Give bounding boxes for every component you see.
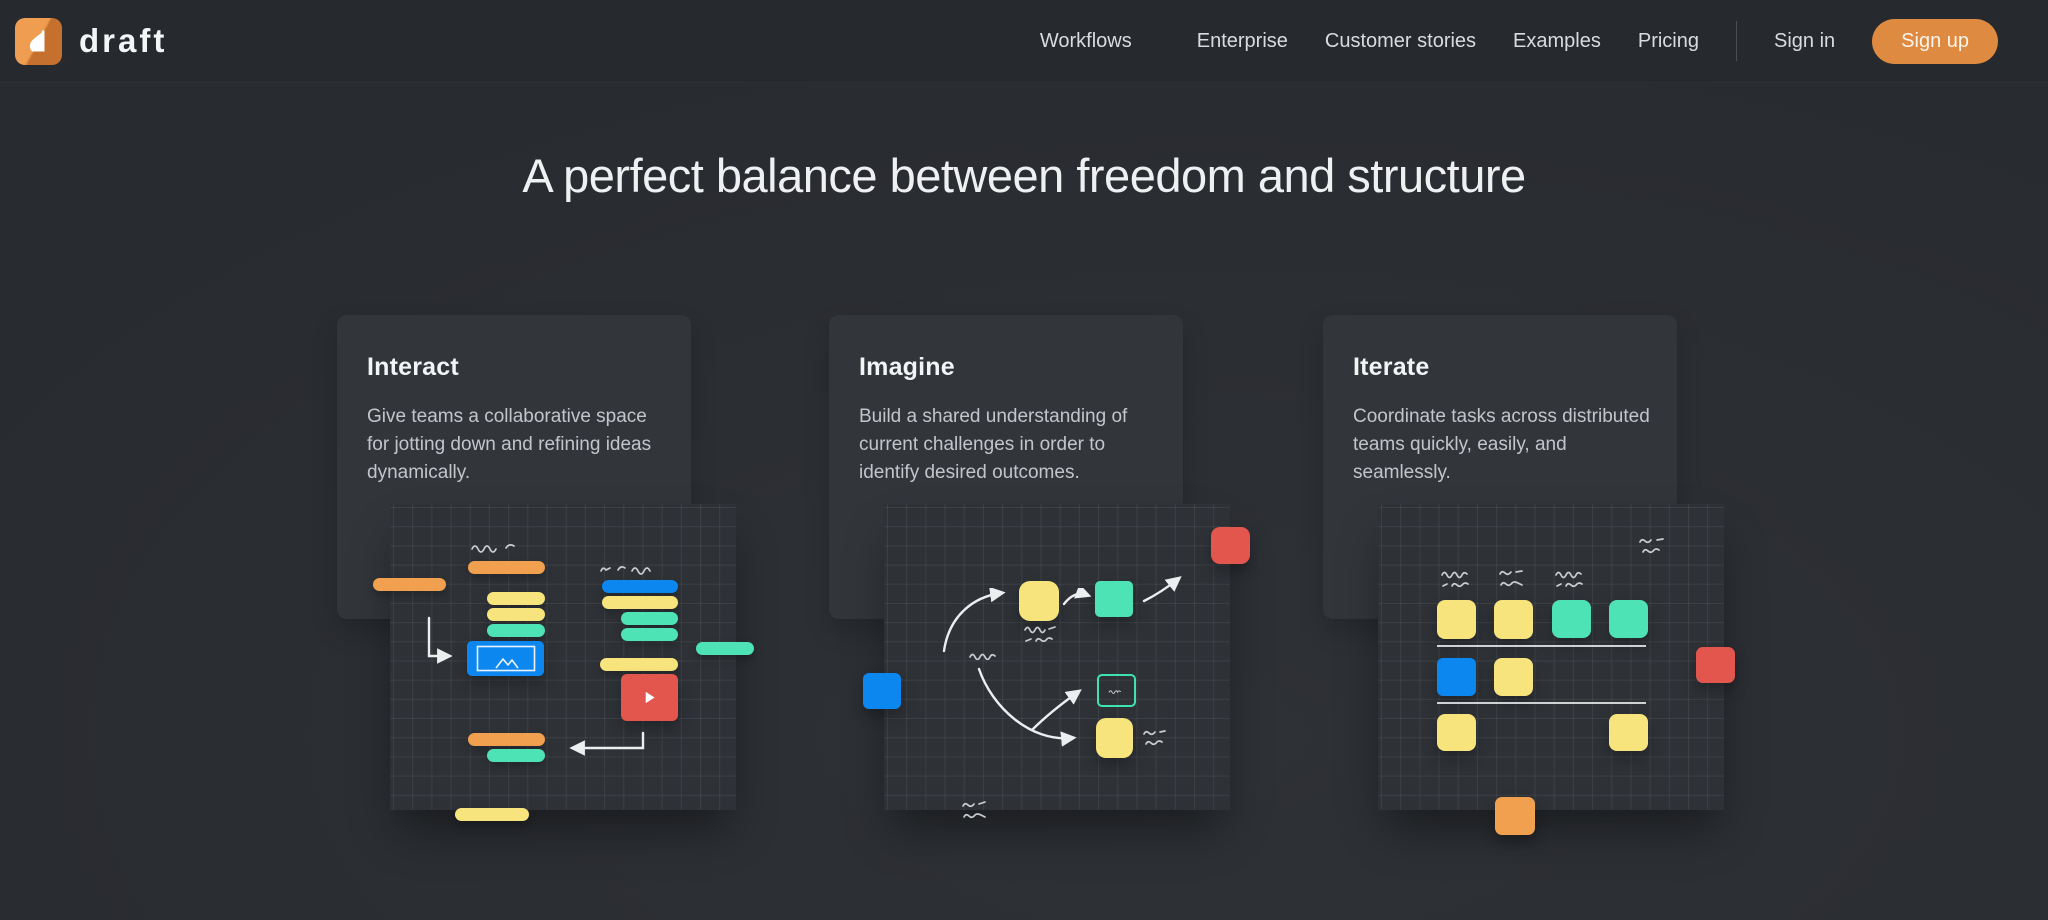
navbar: draft Workflows Enterprise Customer stor… bbox=[0, 0, 2048, 83]
scribble bbox=[1638, 536, 1672, 563]
scribble bbox=[968, 647, 998, 665]
note-bar bbox=[602, 580, 678, 593]
card-title: Imagine bbox=[859, 353, 955, 381]
sticky-note bbox=[1095, 581, 1133, 617]
sign-up-button[interactable]: Sign up bbox=[1872, 18, 1998, 64]
card-description: Give teams a collaborative space for jot… bbox=[367, 406, 652, 483]
scribble bbox=[1142, 728, 1174, 755]
imagine-grid-canvas bbox=[863, 504, 1250, 819]
card-title: Interact bbox=[367, 353, 459, 381]
scribble bbox=[1440, 568, 1472, 597]
scribble bbox=[1023, 624, 1061, 653]
video-block bbox=[621, 674, 678, 721]
scribble bbox=[1554, 568, 1586, 597]
sticky-note bbox=[1495, 797, 1535, 835]
nav-item-customer-stories[interactable]: Customer stories bbox=[1324, 29, 1477, 52]
outlined-note bbox=[1097, 674, 1136, 707]
image-block bbox=[467, 641, 544, 676]
card-title: Iterate bbox=[1353, 353, 1430, 381]
arrow bbox=[939, 586, 1013, 661]
arrow bbox=[1061, 583, 1095, 615]
arrow bbox=[972, 662, 1092, 755]
nav-item-examples[interactable]: Examples bbox=[1513, 29, 1601, 52]
sticky-note bbox=[1437, 600, 1476, 639]
divider-line bbox=[1437, 702, 1646, 704]
note-bar bbox=[487, 624, 545, 637]
scribble bbox=[470, 540, 516, 558]
main-nav: Workflows Enterprise Customer stories Ex… bbox=[1039, 18, 1998, 64]
scribble bbox=[961, 800, 995, 829]
note-bar bbox=[621, 628, 678, 641]
nav-item-workflows[interactable]: Workflows bbox=[1039, 29, 1132, 52]
hero-heading: A perfect balance between freedom and st… bbox=[522, 149, 1526, 202]
sticky-note bbox=[1096, 718, 1133, 758]
sticky-note bbox=[863, 673, 901, 709]
note-bar bbox=[373, 578, 446, 591]
note-bar bbox=[468, 561, 545, 574]
sticky-note bbox=[1211, 527, 1250, 564]
note-bar bbox=[468, 733, 545, 746]
brand-home-link[interactable]: draft bbox=[15, 17, 168, 65]
sticky-note bbox=[1437, 658, 1476, 696]
card-description: Build a shared understanding of current … bbox=[859, 406, 1128, 483]
card-description: Coordinate tasks across distributed team… bbox=[1353, 406, 1650, 483]
sticky-note bbox=[1437, 714, 1476, 751]
note-bar bbox=[602, 596, 678, 609]
note-bar bbox=[487, 608, 545, 621]
sticky-note bbox=[1609, 714, 1648, 751]
note-bar bbox=[696, 642, 754, 655]
arrow bbox=[426, 616, 460, 669]
nav-divider bbox=[1736, 21, 1737, 61]
sticky-note bbox=[1494, 658, 1533, 696]
nav-item-enterprise[interactable]: Enterprise bbox=[1196, 29, 1288, 52]
note-bar bbox=[487, 749, 545, 762]
divider-line bbox=[1437, 645, 1646, 647]
draft-logo-icon bbox=[15, 17, 62, 65]
arrow bbox=[558, 730, 646, 763]
note-bar bbox=[487, 592, 545, 605]
interact-grid-canvas bbox=[373, 504, 754, 821]
note-bar bbox=[455, 808, 529, 821]
sticky-note bbox=[1019, 581, 1059, 621]
sticky-note bbox=[1609, 600, 1648, 638]
scribble bbox=[598, 562, 656, 580]
note-bar bbox=[621, 612, 678, 625]
play-icon bbox=[645, 691, 655, 704]
nav-item-pricing[interactable]: Pricing bbox=[1637, 29, 1699, 52]
arrow bbox=[1141, 574, 1187, 609]
image-placeholder-icon bbox=[476, 645, 535, 672]
scribble bbox=[1498, 568, 1530, 597]
note-bar bbox=[600, 658, 678, 671]
sticky-note bbox=[1696, 647, 1735, 683]
sticky-note bbox=[1494, 600, 1533, 639]
features-section: Interact Give teams a collaborative spac… bbox=[0, 315, 2048, 920]
sticky-note bbox=[1552, 600, 1591, 638]
brand-wordmark: draft bbox=[79, 22, 168, 59]
sign-in-link[interactable]: Sign in bbox=[1774, 29, 1836, 52]
iterate-grid-canvas bbox=[1378, 504, 1735, 835]
